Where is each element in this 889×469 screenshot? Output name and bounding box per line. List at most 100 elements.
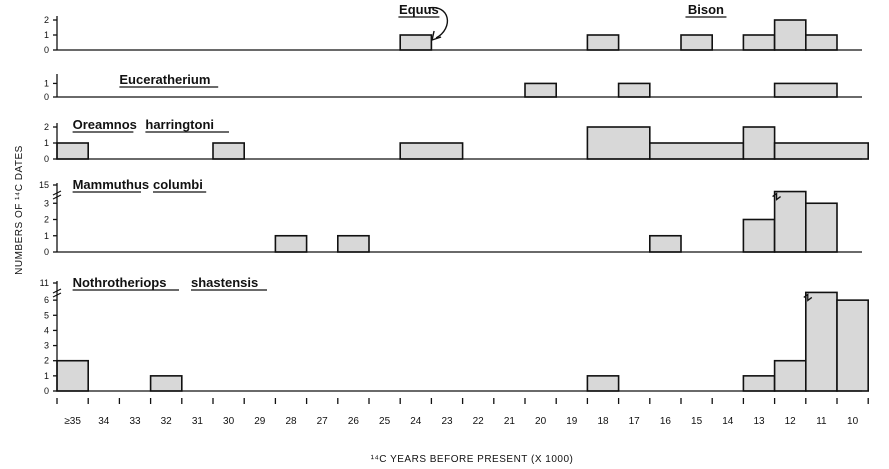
x-tick-label: 31 [192,416,204,427]
x-tick-label: 26 [348,416,360,427]
x-axis-title: ¹⁴C YEARS BEFORE PRESENT (X 1000) [371,454,574,465]
x-tick-label: 13 [753,416,765,427]
y-tick-label: 0 [44,45,49,55]
bar [336,234,370,253]
x-tick-label: 20 [535,416,547,427]
bar [524,82,558,98]
species-name-word: Oreamnos [73,117,137,132]
bar [804,291,838,392]
arrow [427,6,449,39]
y-tick-label: 0 [44,247,49,257]
x-tick-label: 28 [285,416,297,427]
bar [149,375,183,392]
x-tick-label: 34 [98,416,110,427]
y-tick-label: 3 [44,341,49,351]
bar [680,34,714,51]
bar [742,34,776,51]
bar [773,359,807,392]
panel-1: 0 1 2 Equus Bison [44,2,862,55]
y-tick-label: 5 [44,310,49,320]
axis-break-mark [52,288,62,298]
panel-2: 0 1 Euceratherium [44,72,862,102]
x-tick-label: 23 [441,416,453,427]
bar [804,34,838,51]
x-tick-label: 22 [473,416,485,427]
y-tick-label: 0 [44,386,49,396]
bar [274,234,308,253]
x-tick-label: 29 [254,416,266,427]
bar [586,126,651,160]
x-tick-label: 14 [722,416,734,427]
x-tick-label: 27 [317,416,329,427]
x-axis: ≥35 34 33 32 31 30 29 28 27 26 25 24 23 22 21 20 19 18 17 1… [56,398,869,427]
bar [56,142,90,160]
y-tick-label: 11 [40,278,49,288]
x-tick-label: 15 [691,416,703,427]
x-tick-label: 24 [410,416,422,427]
bar [586,34,620,51]
bar [56,359,90,392]
panel-4: 0 1 2 3 15 Mammuthus columbi [39,177,862,257]
x-tick-label: ≥35 [64,416,81,427]
bar [773,190,807,253]
species-label: Equus [399,2,439,17]
y-axis-title: NUMBERS OF ¹⁴C DATES [14,145,25,275]
x-tick-label: 25 [379,416,391,427]
y-tick-label: 2 [44,122,49,132]
y-tick-label: 4 [44,325,49,335]
arrow-head [431,30,442,42]
x-tick-label: 16 [660,416,672,427]
x-tick-label: 11 [816,416,827,427]
species-label: Bison [688,2,724,17]
bar [773,82,838,98]
bar [399,142,464,160]
y-tick-label: 0 [44,154,49,164]
bar [648,234,682,253]
species-name-word: Nothrotheriops [73,275,167,290]
y-tick-label: 2 [44,215,49,225]
x-tick-label: 19 [566,416,578,427]
bar [742,218,776,253]
y-tick-label: 2 [44,15,49,25]
bar [836,299,870,392]
x-tick-label: 33 [129,416,141,427]
y-tick-label: 2 [44,356,49,366]
y-tick-label: 0 [44,92,49,102]
bar [586,375,620,392]
break-mark [803,293,813,302]
bar [648,142,745,160]
bar [617,82,651,98]
axis-break-mark [52,190,62,200]
panels: 0 1 2 Equus Bison 0 1 Euceratherium 0 1 2 Oreamnos h… [39,2,870,396]
x-tick-label: 17 [629,416,641,427]
bar [804,202,838,253]
y-tick-label: 1 [44,138,49,148]
y-tick-label: 3 [44,198,49,208]
bar [742,126,776,160]
x-tick-label: 21 [504,416,516,427]
species-name-word: Mammuthus [73,177,150,192]
bar [773,19,807,51]
y-tick-label: 1 [44,371,49,381]
panel-5: 0 1 2 3 4 5 6 11 Nothrotheriops shastensis [40,275,870,396]
break-mark [772,192,781,201]
y-tick-label: 1 [44,231,49,241]
species-name-word: harringtoni [145,117,214,132]
y-tick-label: 1 [44,30,49,40]
x-tick-label: 10 [847,416,859,427]
x-tick-label: 12 [785,416,797,427]
x-tick-label: 32 [161,416,173,427]
y-tick-label: 15 [39,180,49,190]
bar [399,34,433,51]
y-tick-label: 1 [44,78,49,88]
species-name-word: shastensis [191,275,258,290]
x-tick-label: 30 [223,416,235,427]
bar [742,375,776,392]
panel-3: 0 1 2 Oreamnos harringtoni [44,117,869,164]
bar [212,142,246,160]
species-name-word: columbi [153,177,203,192]
x-tick-label: 18 [597,416,609,427]
y-tick-label: 6 [44,295,49,305]
species-name-word: Euceratherium [119,72,210,87]
